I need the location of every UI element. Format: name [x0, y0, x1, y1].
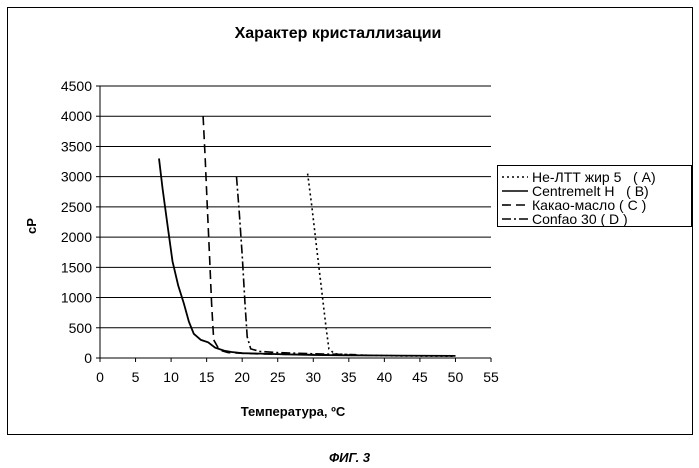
x-tick-label: 0 [96, 369, 104, 385]
series-line-b [158, 158, 456, 357]
legend: Не-ЛТТ жир 5 ( A) Centremelt H ( B) Какао-… [497, 165, 692, 227]
legend-label-d: Confao 30 ( D ) [532, 211, 628, 227]
x-tick-label: 45 [412, 369, 428, 385]
x-tick-label: 20 [234, 369, 250, 385]
y-tick-label: 0 [84, 350, 92, 366]
x-tick-label: 10 [163, 369, 179, 385]
y-tick-label: 1500 [61, 259, 92, 275]
x-tick-label: 15 [199, 369, 215, 385]
series-line-c [202, 116, 371, 357]
x-tick-label: 40 [377, 369, 393, 385]
crystallization-chart: Характер кристаллизации 0500100015002000… [24, 25, 499, 419]
series-line-a [306, 173, 456, 358]
grid-lines [100, 85, 491, 329]
chart-frame [7, 7, 693, 435]
x-tick-labels: 0 5 10 15 20 25 30 35 40 45 50 55 [96, 358, 499, 385]
series-lines [158, 116, 456, 358]
x-tick-label: 35 [341, 369, 357, 385]
y-tick-label: 500 [69, 320, 93, 336]
figure-caption: ФИГ. 3 [328, 450, 371, 465]
y-axis-title: cP [24, 218, 39, 234]
x-tick-label: 50 [448, 369, 464, 385]
y-tick-label: 3000 [61, 169, 92, 185]
legend-label-c: Какао-масло ( C ) [532, 197, 646, 213]
legend-entries: Не-ЛТТ жир 5 ( A)Centremelt H ( B)Какао-… [502, 169, 656, 227]
y-tick-label: 3500 [61, 138, 92, 154]
x-tick-label: 55 [483, 369, 499, 385]
y-tick-label: 4500 [61, 78, 92, 94]
series-line-d [235, 176, 356, 356]
x-tick-label: 25 [270, 369, 286, 385]
y-tick-labels: 0 500 1000 1500 2000 2500 3000 3500 4000 4500 [61, 78, 100, 366]
legend-label-b: Centremelt H ( B) [532, 183, 649, 199]
x-tick-label: 30 [305, 369, 321, 385]
chart-title: Характер кристаллизации [235, 25, 442, 42]
legend-label-a: Не-ЛТТ жир 5 ( A) [532, 169, 656, 185]
y-tick-label: 2500 [61, 199, 92, 215]
y-tick-label: 1000 [61, 290, 92, 306]
x-tick-label: 5 [132, 369, 140, 385]
y-tick-label: 2000 [61, 229, 92, 245]
y-tick-label: 4000 [61, 108, 92, 124]
x-axis-title: Температура, ºC [241, 404, 346, 419]
